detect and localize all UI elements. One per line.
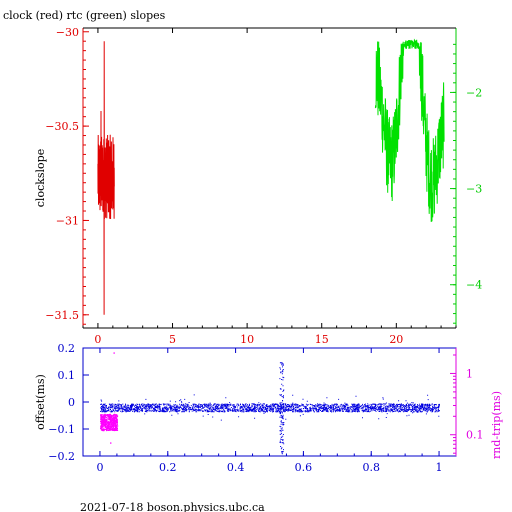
top-series	[97, 38, 445, 315]
top-yleft-label: −30.5	[45, 120, 79, 133]
bottom-panel: 0 0.2 0.4 0.6 0.8 1 0.2 0.1 0 −0.1 −0.2 1 0.1 offset…	[34, 342, 503, 474]
bottom-xtick-label: 0.4	[227, 461, 245, 474]
bottom-xtick-label: 0.6	[295, 461, 313, 474]
bottom-yleft-label: 0	[68, 396, 75, 409]
bottom-frame	[82, 347, 457, 457]
bottom-yright-label: 1	[466, 367, 473, 380]
top-yleft-label: −31	[56, 214, 79, 227]
bottom-xtick-label: 0.2	[159, 461, 177, 474]
bottom-ylabel-left: offset(ms)	[34, 374, 47, 430]
top-xtick-label: 20	[389, 333, 403, 346]
bottom-xtick-label: 0	[96, 461, 103, 474]
rtc-series-line	[374, 38, 445, 222]
top-yright-label: −4	[466, 279, 482, 292]
bottom-xtick-label: 0.8	[362, 461, 380, 474]
clock-series-line	[97, 41, 115, 315]
top-yright-label: −2	[466, 86, 482, 99]
offset-series-dots	[100, 362, 440, 455]
top-yleft-label: −31.5	[45, 309, 79, 322]
top-xtick-label: 15	[315, 333, 329, 346]
bottom-ticks: 0 0.2 0.4 0.6 0.8 1 0.2 0.1 0 −0.1 −0.2 1 0.1	[48, 342, 483, 474]
rnd-trip-series-dots	[100, 352, 119, 444]
bottom-yleft-label: 0.2	[58, 342, 76, 355]
bottom-ylabel-right: rnd-trip(ms)	[490, 391, 503, 459]
top-ticks: 0 5 10 15 20 −30 −30.5 −31 −31.5 −2 −3 −4	[45, 26, 482, 346]
top-xtick-label: 5	[169, 333, 176, 346]
top-xtick-label: 10	[240, 333, 254, 346]
bottom-yleft-label: −0.2	[48, 450, 75, 463]
top-ylabel: clockslope	[34, 149, 47, 207]
footer-text: 2021-07-18 boson.physics.ubc.ca	[80, 501, 265, 512]
bottom-yright-label: 0.1	[466, 429, 484, 442]
chart-title: clock (red) rtc (green) slopes	[3, 9, 166, 22]
top-xtick-label: 0	[94, 333, 101, 346]
bottom-xtick-label: 1	[436, 461, 443, 474]
top-yleft-label: −30	[56, 26, 79, 39]
top-yright-label: −3	[466, 183, 482, 196]
bottom-yleft-label: 0.1	[58, 369, 76, 382]
bottom-series	[100, 352, 440, 455]
bottom-yleft-label: −0.1	[48, 423, 75, 436]
top-panel: 0 5 10 15 20 −30 −30.5 −31 −31.5 −2 −3 −4 clockslop…	[34, 26, 482, 346]
